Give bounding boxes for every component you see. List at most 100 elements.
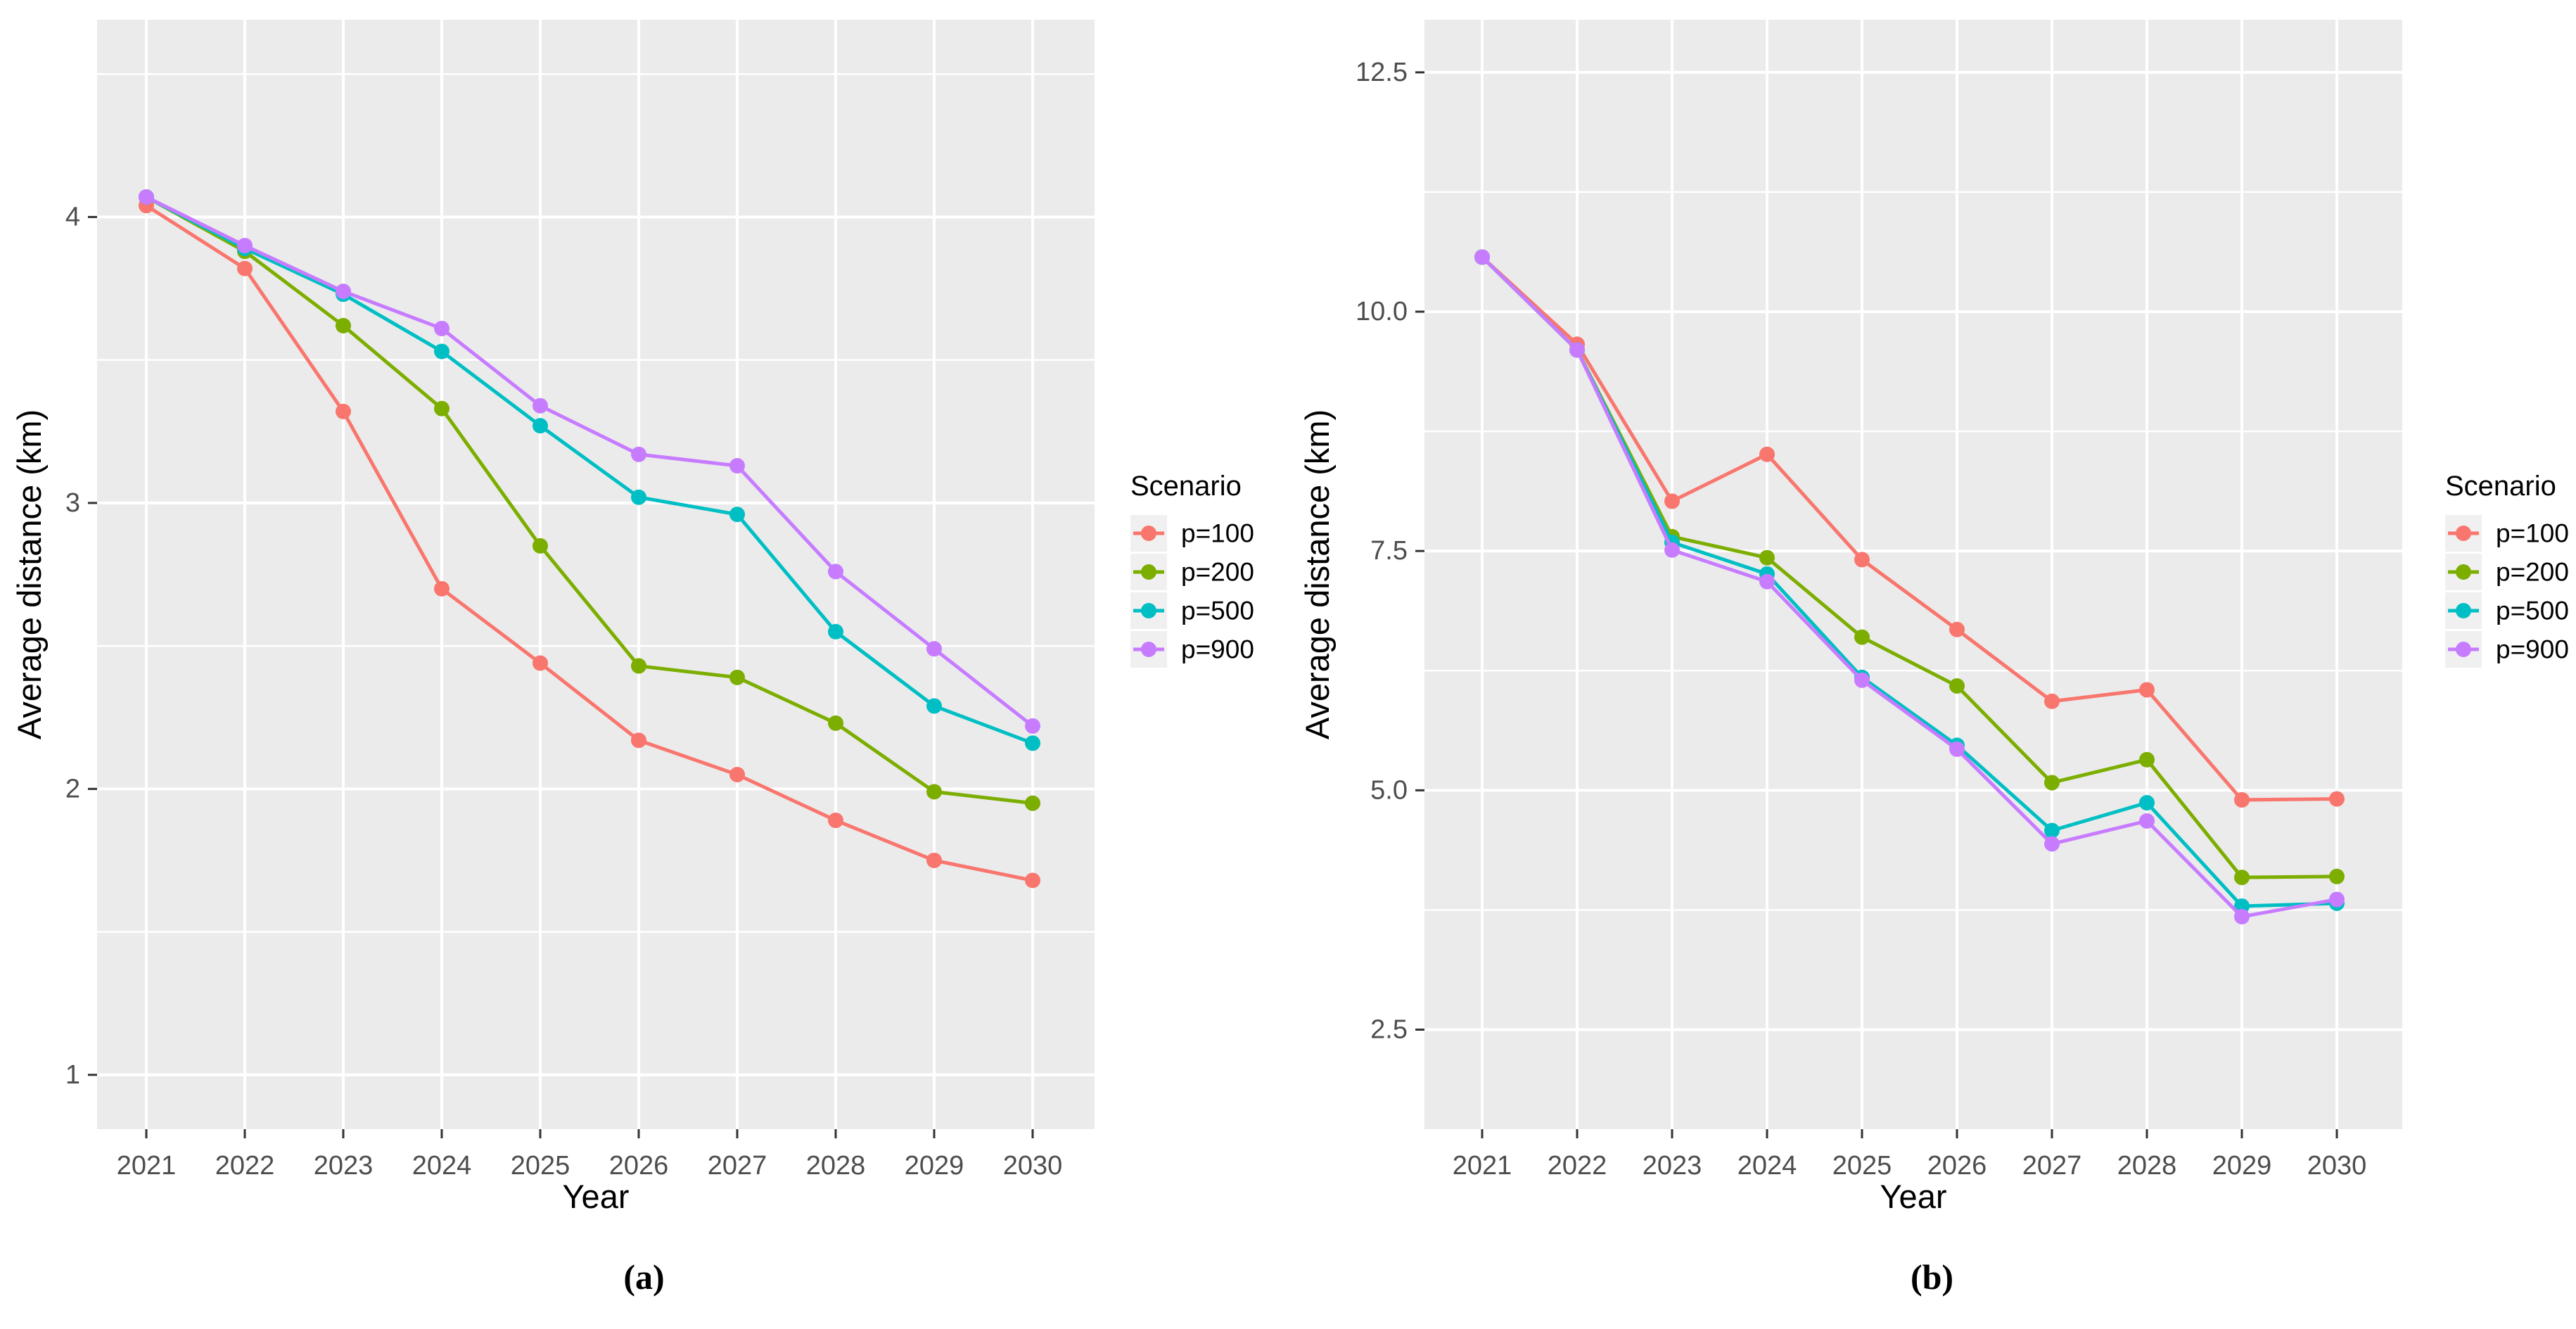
data-point-p=200-2029 [926, 784, 942, 800]
caption-a: (a) [623, 1257, 665, 1297]
legend-key-point-p=900 [2456, 642, 2471, 657]
y-tick-label-4: 4 [65, 202, 80, 231]
y-tick-label-5.0: 5.0 [1370, 775, 1408, 805]
plot-panel [97, 20, 1095, 1129]
x-tick-label-2021: 2021 [117, 1151, 177, 1181]
legend-label-p=200: p=200 [2496, 558, 2569, 587]
data-point-p=500-2027 [729, 507, 745, 523]
x-tick-label-2021: 2021 [1453, 1151, 1512, 1181]
data-point-p=900-2025 [533, 398, 548, 414]
data-point-p=100-2028 [828, 813, 843, 829]
x-tick-label-2029: 2029 [2212, 1151, 2272, 1181]
plot-panel [1424, 20, 2402, 1129]
legend-key-point-p=100 [2456, 526, 2471, 541]
legend-key-point-p=500 [2456, 603, 2471, 618]
y-tick-label-3: 3 [65, 488, 80, 518]
legend-label-p=500: p=500 [2496, 597, 2569, 625]
y-tick-label-12.5: 12.5 [1356, 58, 1408, 87]
data-point-p=900-2025 [1854, 672, 1870, 688]
data-point-p=200-2026 [631, 658, 646, 674]
data-point-p=100-2026 [631, 732, 646, 749]
data-point-p=900-2026 [1949, 741, 1965, 757]
x-tick-label-2022: 2022 [215, 1151, 275, 1181]
line-chart-b: 2.5 5.0 7.5 10.0 12.5 2021 2022 2023 2024 2025 202… [1299, 20, 2569, 1215]
data-point-p=900-2024 [1759, 573, 1775, 590]
data-point-p=100-2027 [729, 767, 745, 783]
series-line-p=900 [1481, 255, 2338, 919]
x-tick-label-2023: 2023 [314, 1151, 374, 1181]
data-point-p=200-2026 [1949, 678, 1965, 694]
legend-key-point-p=900 [1141, 642, 1156, 657]
legend-label-p=500: p=500 [1181, 597, 1254, 625]
data-point-p=900-2023 [336, 284, 351, 300]
legend-title: Scenario [2445, 471, 2556, 502]
data-point-p=100-2022 [237, 260, 253, 276]
data-point-p=200-2027 [2044, 775, 2060, 791]
data-point-p=100-2030 [2329, 791, 2345, 807]
data-point-p=200-2028 [2139, 751, 2155, 768]
series-line-p=200 [145, 195, 1033, 806]
x-tick-label-2022: 2022 [1548, 1151, 1607, 1181]
data-point-p=100-2024 [434, 580, 449, 597]
series-line-p=100 [145, 204, 1033, 882]
y-tick-label-7.5: 7.5 [1370, 536, 1408, 566]
y-tick-label-2: 2 [65, 774, 80, 803]
data-point-p=200-2024 [1759, 549, 1775, 566]
line-chart-a: 1 2 3 4 2021 2022 2023 2024 2025 2026 2027 2028 2029… [11, 20, 1254, 1215]
data-point-p=500-2029 [926, 698, 942, 714]
y-axis-title: Average distance (km) [1299, 409, 1336, 739]
y-tick-label-10.0: 10.0 [1356, 297, 1408, 326]
legend-key-point-p=200 [2456, 564, 2471, 580]
data-point-p=200-2029 [2234, 870, 2250, 886]
data-point-p=900-2029 [2234, 908, 2250, 924]
data-point-p=200-2025 [1854, 629, 1870, 645]
data-point-p=200-2030 [2329, 868, 2345, 884]
data-point-p=100-2030 [1025, 872, 1040, 889]
figure-panel-b: 2.5 5.0 7.5 10.0 12.5 2021 2022 2023 2024 2025 202… [1288, 0, 2576, 1329]
data-point-p=100-2023 [336, 403, 351, 419]
data-point-p=900-2027 [2044, 836, 2060, 852]
x-tick-label-2028: 2028 [2117, 1151, 2177, 1181]
data-point-p=500-2030 [1025, 735, 1040, 751]
data-point-p=500-2027 [2044, 822, 2060, 839]
data-point-p=500-2024 [434, 343, 449, 360]
data-point-p=900-2030 [1025, 718, 1040, 734]
data-point-p=900-2028 [828, 564, 843, 580]
x-tick-label-2027: 2027 [708, 1151, 767, 1181]
x-tick-label-2026: 2026 [1927, 1151, 1987, 1181]
data-point-p=200-2023 [336, 317, 351, 333]
x-tick-label-2025: 2025 [1832, 1151, 1892, 1181]
legend-label-p=100: p=100 [1181, 519, 1254, 548]
data-point-p=900-2028 [2139, 813, 2155, 829]
data-point-p=900-2024 [434, 320, 449, 336]
data-point-p=900-2022 [1569, 342, 1585, 358]
x-tick-label-2030: 2030 [2307, 1151, 2367, 1181]
x-axis-title: Year [1880, 1178, 1947, 1215]
data-point-p=500-2028 [828, 623, 843, 640]
x-tick-label-2026: 2026 [609, 1151, 669, 1181]
data-point-p=500-2026 [631, 489, 646, 505]
data-point-p=100-2028 [2139, 682, 2155, 698]
x-axis-title: Year [563, 1178, 630, 1215]
x-tick-label-2024: 2024 [412, 1151, 472, 1181]
data-point-p=900-2022 [237, 238, 253, 254]
series-line-p=500 [145, 195, 1033, 745]
data-point-p=100-2025 [1854, 552, 1870, 568]
x-tick-label-2028: 2028 [806, 1151, 866, 1181]
x-tick-label-2029: 2029 [905, 1151, 964, 1181]
data-point-p=900-2021 [139, 189, 154, 205]
x-tick-label-2024: 2024 [1737, 1151, 1797, 1181]
data-point-p=900-2021 [1474, 249, 1490, 265]
y-tick-label-2.5: 2.5 [1370, 1015, 1408, 1044]
data-point-p=900-2030 [2329, 891, 2345, 908]
data-point-p=100-2029 [926, 852, 942, 868]
y-axis-title: Average distance (km) [11, 409, 48, 739]
data-point-p=200-2025 [533, 538, 548, 554]
data-point-p=200-2027 [729, 669, 745, 685]
data-point-p=900-2029 [926, 641, 942, 657]
data-point-p=200-2030 [1025, 795, 1040, 811]
data-point-p=500-2028 [2139, 795, 2155, 811]
x-tick-label-2023: 2023 [1643, 1151, 1702, 1181]
legend-key-point-p=100 [1141, 526, 1156, 541]
legend-title: Scenario [1130, 471, 1242, 502]
